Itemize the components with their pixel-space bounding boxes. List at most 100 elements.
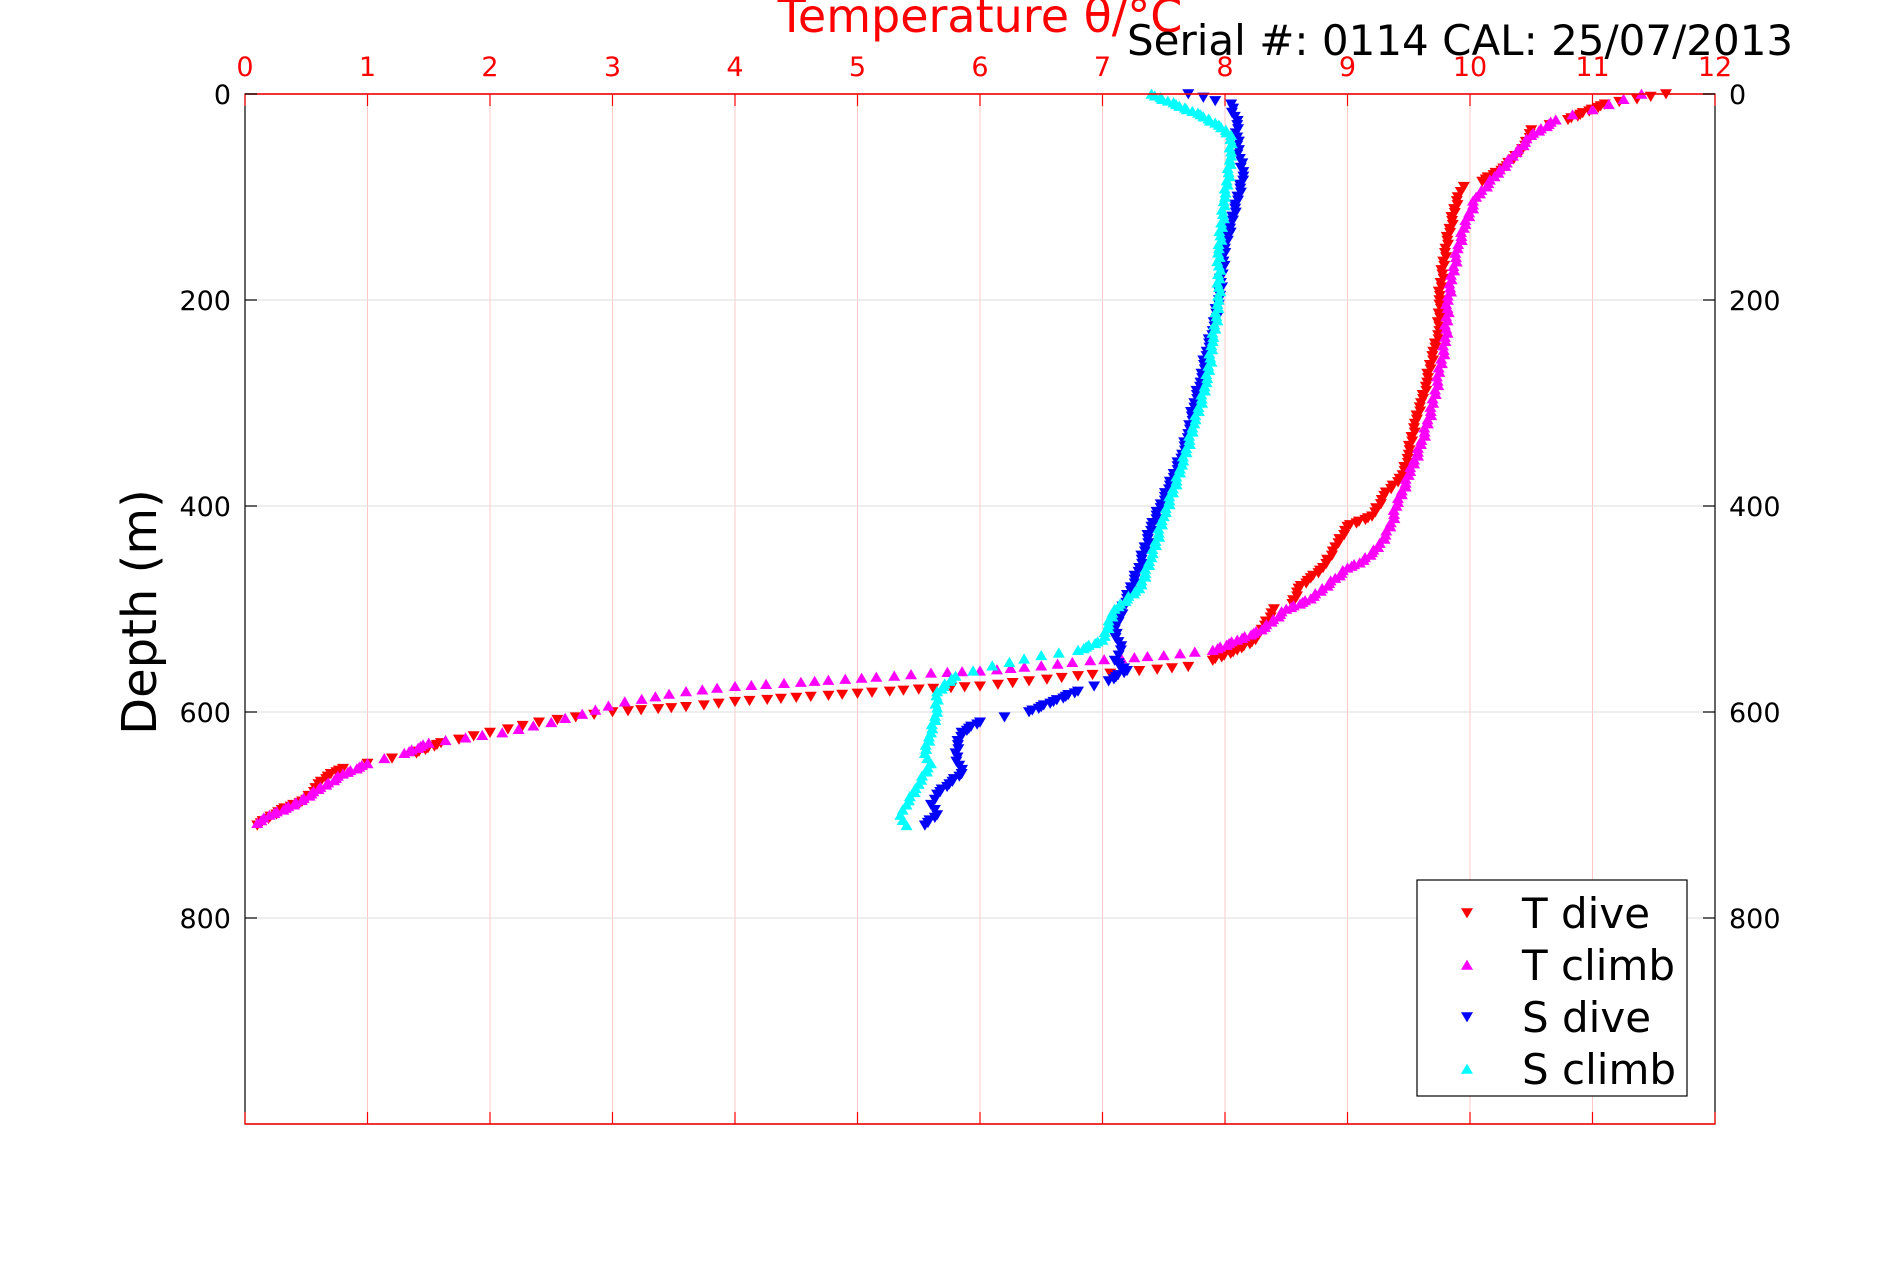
data-point xyxy=(870,671,883,682)
data-point xyxy=(576,708,589,719)
data-point xyxy=(839,673,852,684)
data-point xyxy=(822,690,835,701)
y-tick-label-left: 400 xyxy=(179,492,231,523)
data-point xyxy=(822,674,835,685)
y-tick-label-left: 800 xyxy=(179,904,231,935)
data-point xyxy=(1084,655,1097,666)
data-point xyxy=(1602,98,1615,110)
data-point xyxy=(729,696,741,708)
x-tick-label: 2 xyxy=(481,52,498,83)
x-tick-label: 0 xyxy=(236,52,253,83)
data-point xyxy=(1066,656,1079,668)
data-point xyxy=(909,782,922,794)
serial-annotation: Serial #: 0114 CAL: 25/07/2013 xyxy=(1127,16,1793,65)
series-t-dive xyxy=(251,89,1672,831)
data-point xyxy=(928,805,941,816)
data-point xyxy=(527,720,540,731)
data-point xyxy=(1617,93,1630,104)
data-point xyxy=(1454,187,1467,198)
data-point xyxy=(680,686,692,697)
x-tick-label: 11 xyxy=(1575,52,1609,83)
data-point xyxy=(545,716,558,728)
legend-label: S climb xyxy=(1522,1045,1676,1094)
data-point xyxy=(459,732,472,743)
data-point xyxy=(649,691,662,702)
data-point xyxy=(696,684,709,695)
data-point xyxy=(551,714,564,726)
data-point xyxy=(958,682,971,693)
data-point xyxy=(1035,660,1048,671)
data-point xyxy=(512,723,525,734)
data-point xyxy=(729,680,741,692)
chart-title: Temperature θ/°C xyxy=(777,0,1183,43)
data-point xyxy=(1006,678,1019,689)
data-point xyxy=(1426,393,1439,404)
data-point xyxy=(618,696,631,707)
data-point xyxy=(804,691,817,702)
data-point xyxy=(516,720,529,732)
data-point xyxy=(941,666,954,677)
data-point xyxy=(1023,707,1035,718)
data-point xyxy=(1449,247,1462,258)
data-point xyxy=(1072,644,1084,655)
legend-marker xyxy=(1461,1063,1473,1074)
data-point xyxy=(1023,676,1035,687)
y-tick-label-right: 0 xyxy=(1729,80,1746,111)
data-point xyxy=(928,794,941,805)
data-point xyxy=(956,666,969,677)
data-point xyxy=(1018,653,1031,664)
data-point xyxy=(866,687,879,698)
legend-marker xyxy=(1461,908,1473,919)
data-point xyxy=(991,679,1004,690)
data-point xyxy=(931,789,944,800)
data-point xyxy=(1207,331,1220,342)
data-point xyxy=(1435,353,1448,364)
data-point xyxy=(1151,664,1164,675)
data-point xyxy=(953,771,966,782)
data-point xyxy=(927,683,940,694)
data-point xyxy=(855,672,868,683)
data-point xyxy=(794,676,807,687)
data-point xyxy=(761,694,774,706)
data-point xyxy=(931,686,944,697)
data-point xyxy=(386,753,398,764)
data-point xyxy=(836,689,849,700)
legend-label: T dive xyxy=(1521,889,1650,938)
x-tick-label: 10 xyxy=(1453,52,1487,83)
data-point xyxy=(1128,652,1141,663)
data-point xyxy=(888,670,901,681)
data-point xyxy=(1197,92,1210,103)
data-point xyxy=(1431,375,1444,386)
data-point xyxy=(496,727,509,738)
data-point xyxy=(1206,644,1219,655)
data-point xyxy=(905,669,918,680)
data-point xyxy=(790,692,803,703)
data-point xyxy=(1219,187,1232,198)
data-point xyxy=(1201,372,1214,384)
data-point xyxy=(1209,96,1222,107)
data-point xyxy=(1212,290,1225,301)
data-point xyxy=(1182,661,1195,673)
data-point xyxy=(808,675,821,686)
data-point xyxy=(1457,181,1470,193)
data-point xyxy=(743,695,756,707)
data-point xyxy=(1206,655,1219,666)
data-point xyxy=(1174,648,1187,659)
series-t-climb xyxy=(251,88,1648,829)
data-point xyxy=(484,727,496,738)
data-point xyxy=(712,698,725,709)
data-point xyxy=(467,731,480,742)
data-point xyxy=(589,704,602,715)
x-tick-label: 3 xyxy=(604,52,621,83)
data-point xyxy=(912,684,925,695)
series-layer xyxy=(251,88,1672,831)
data-point xyxy=(1102,676,1115,687)
data-point xyxy=(883,686,896,697)
data-point xyxy=(1450,251,1462,263)
data-point xyxy=(903,791,916,802)
data-point xyxy=(897,685,910,696)
